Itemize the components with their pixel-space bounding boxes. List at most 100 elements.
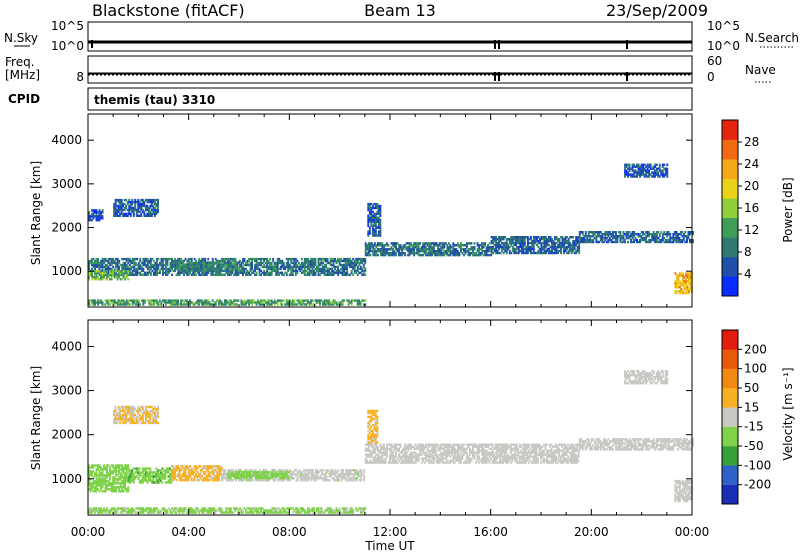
echo-cell — [408, 248, 411, 251]
echo-cell — [360, 475, 363, 478]
echo-cell — [384, 248, 387, 251]
echo-cell — [399, 253, 402, 257]
echo-cell — [261, 299, 264, 302]
echo-cell — [109, 470, 111, 473]
echo-cell — [408, 252, 411, 255]
echo-cell — [190, 259, 193, 263]
echo-cell — [341, 271, 344, 274]
echo-cell — [272, 267, 275, 271]
echo-cell — [137, 471, 140, 474]
echo-cell — [266, 263, 269, 267]
echo-cell — [672, 240, 675, 244]
echo-cell — [169, 473, 171, 476]
echo-cell — [124, 482, 127, 485]
echo-cell — [336, 477, 338, 480]
echo-cell — [189, 257, 192, 261]
echo-cell — [187, 479, 190, 482]
echo-cell — [183, 507, 185, 510]
echo-cell — [482, 244, 485, 247]
echo-cell — [302, 261, 305, 265]
echo-cell — [238, 261, 240, 264]
echo-cell — [199, 301, 202, 304]
echo-cell — [106, 480, 108, 483]
echo-cell — [101, 278, 104, 281]
echo-cell — [91, 511, 93, 514]
echo-cell — [352, 475, 355, 478]
echo-cell — [355, 479, 358, 482]
echo-cell — [128, 210, 131, 214]
echo-cell — [367, 253, 370, 257]
echo-cell — [679, 231, 682, 234]
echo-cell — [576, 236, 579, 239]
echo-cell — [157, 473, 159, 476]
echo-cell — [271, 469, 274, 472]
echo-cell — [542, 241, 544, 245]
echo-cell — [359, 267, 362, 271]
echo-cell — [368, 204, 371, 208]
echo-cell — [569, 241, 572, 245]
echo-cell — [124, 278, 127, 281]
echo-cell — [331, 273, 333, 276]
echo-cell — [195, 473, 198, 476]
echo-cell — [133, 265, 136, 269]
echo-cell — [124, 468, 127, 471]
echo-cell — [344, 257, 347, 261]
echo-cell — [319, 303, 321, 306]
echo-cell — [183, 469, 185, 472]
echo-cell — [399, 246, 402, 249]
echo-cell — [359, 265, 362, 269]
echo-cell — [268, 479, 271, 482]
echo-cell — [634, 236, 637, 240]
echo-cell — [560, 241, 562, 245]
echo-cell — [144, 473, 147, 476]
echo-cell — [583, 238, 586, 242]
echo-cell — [222, 259, 225, 263]
echo-cell — [404, 252, 406, 255]
echo-cell — [463, 248, 465, 251]
echo-cell — [97, 303, 99, 306]
echo-cell — [171, 273, 173, 276]
echo-cell — [344, 259, 347, 263]
echo-cell — [121, 509, 124, 512]
echo-cell — [122, 470, 125, 473]
echo-cell — [348, 475, 351, 478]
echo-cell — [558, 249, 561, 253]
echo-cell — [267, 476, 270, 480]
echo-cell — [223, 273, 226, 276]
echo-cell — [523, 238, 526, 241]
echo-cell — [248, 299, 250, 302]
echo-cell — [472, 246, 474, 249]
echo-cell — [107, 488, 110, 491]
echo-cell — [205, 271, 208, 274]
echo-cell — [181, 303, 184, 306]
echo-cell — [104, 482, 107, 485]
echo-cell — [296, 299, 299, 302]
echo-cell — [149, 479, 152, 482]
echo-cell — [122, 484, 125, 487]
echo-cell — [146, 263, 149, 267]
echo-cell — [259, 469, 261, 472]
echo-cell — [543, 251, 546, 255]
echo-cell — [376, 206, 379, 210]
echo-cell — [677, 282, 680, 285]
echo-cell — [389, 253, 391, 257]
echo-cell — [127, 270, 130, 273]
echo-cell — [110, 464, 113, 467]
echo-cell — [125, 511, 128, 514]
echo-cell — [140, 471, 143, 474]
echo-cell — [410, 250, 412, 253]
echo-cell — [249, 301, 252, 304]
echo-cell — [255, 271, 258, 274]
echo-cell — [195, 465, 198, 468]
echo-cell — [227, 479, 230, 482]
echo-cell — [361, 299, 364, 302]
echo-cell — [367, 250, 370, 253]
echo-cell — [231, 271, 234, 274]
echo-cell — [325, 469, 328, 472]
echo-cell — [124, 301, 127, 304]
colorbar-tick-label: 12 — [744, 223, 759, 237]
echo-cell — [106, 270, 108, 273]
echo-cell — [94, 211, 96, 214]
echo-cell — [118, 274, 121, 277]
echo-cell — [564, 240, 567, 243]
